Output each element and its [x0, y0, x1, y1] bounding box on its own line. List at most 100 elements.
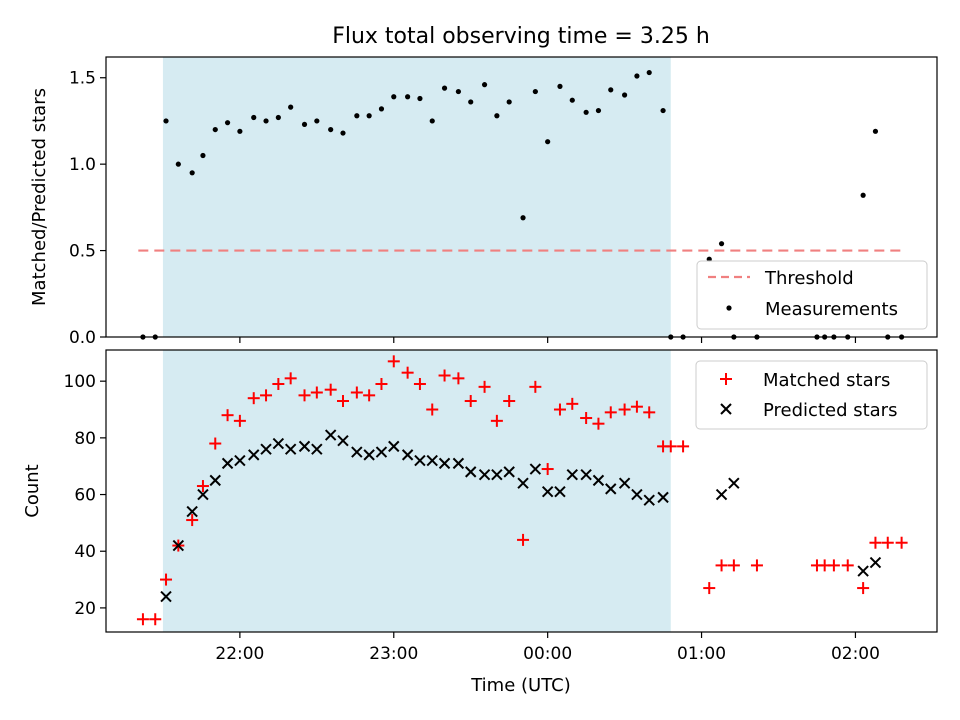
y-tick-label: 60 — [74, 486, 96, 506]
matched-star-point — [387, 355, 400, 368]
matched-star-point — [827, 559, 840, 572]
matched-star-point — [517, 533, 530, 546]
matched-star-point — [438, 369, 451, 382]
measurement-point — [520, 215, 526, 221]
measurement-point — [583, 109, 589, 115]
measurement-point — [872, 128, 879, 134]
predicted-star-point — [260, 443, 272, 455]
measurement-point — [622, 92, 628, 98]
top-panel-shaded-span — [162, 57, 671, 337]
measurements-legend-swatch — [726, 305, 732, 311]
x-axis-label: Time (UTC) — [470, 675, 571, 696]
measurements-legend-label: Measurements — [765, 299, 898, 320]
predicted-star-point — [529, 463, 542, 475]
top-legend-box — [696, 260, 928, 330]
matched-star-point — [503, 395, 516, 408]
predicted-star-point — [351, 446, 363, 458]
predicted-star-point — [426, 454, 438, 467]
matched-star-point — [284, 372, 297, 385]
measurement-point — [301, 121, 308, 128]
predicted-star-point — [503, 466, 515, 478]
measurement-point — [417, 95, 423, 102]
predicted-star-point — [643, 494, 655, 506]
measurement-point — [378, 106, 385, 112]
matched-star-point — [401, 366, 414, 379]
bottom-panel-y-axis-label: Count — [22, 464, 43, 517]
matched-star-point — [869, 536, 882, 549]
predicted-star-point — [715, 488, 728, 501]
matched-star-point — [881, 536, 894, 549]
measurement-point — [660, 107, 666, 114]
predicted-star-point — [465, 466, 477, 478]
predicted-star-point — [160, 590, 172, 603]
matched-star-point — [703, 582, 716, 595]
matched-star-point — [233, 414, 246, 427]
measurement-point — [314, 118, 320, 124]
measurement-point — [237, 128, 243, 134]
measurement-point — [634, 73, 640, 79]
observing-span — [162, 350, 671, 632]
measurement-point — [175, 161, 181, 167]
predicted-star-point — [728, 477, 740, 489]
predicted-star-point — [388, 440, 400, 453]
predicted-star-point — [592, 474, 605, 487]
predicted-star-point — [566, 468, 578, 481]
predicted-star-point — [869, 556, 882, 569]
measurement-point — [506, 99, 512, 105]
measurement-point — [481, 82, 488, 88]
matched-star-point — [664, 440, 677, 453]
measurement-point — [468, 99, 474, 105]
predicted-star-point — [857, 565, 869, 577]
measurement-point — [429, 118, 435, 124]
matched-star-point — [604, 406, 617, 419]
predicted-star-point — [491, 468, 503, 481]
matched-star-point — [298, 389, 311, 402]
predicted-star-point — [248, 449, 260, 461]
y-tick-label: 80 — [74, 429, 96, 449]
y-tick-label: 40 — [74, 542, 96, 562]
matched-star-point — [186, 514, 199, 527]
predicted-star-point — [618, 477, 631, 489]
matched-star-point — [221, 409, 234, 422]
matched-star-point — [310, 386, 323, 399]
observing-span — [162, 57, 671, 337]
measurement-point — [595, 107, 602, 114]
measurement-point — [557, 83, 563, 89]
measurement-point — [328, 126, 334, 133]
matched-star-point — [336, 395, 349, 408]
top-panel-y-ticks: 0.0 0.5 1.0 1.5 — [69, 69, 106, 348]
predicted-star-point — [284, 443, 297, 455]
measurement-point — [224, 120, 231, 126]
predicted-stars-legend-swatch — [720, 403, 732, 415]
matched-star-point — [841, 559, 854, 572]
measurement-point — [569, 97, 575, 103]
bottom-legend-box — [695, 360, 928, 430]
predicted-star-point — [580, 468, 592, 481]
predicted-star-point — [272, 437, 285, 450]
measurement-point — [163, 118, 169, 124]
predicted-stars-legend-label: Predicted stars — [763, 400, 897, 421]
series-matched-stars — [136, 355, 908, 626]
matched-star-point — [618, 403, 631, 416]
measurement-point — [441, 85, 448, 91]
matched-star-point — [895, 536, 908, 549]
measurement-point — [391, 94, 397, 100]
bottom-panel-y-ticks: 20 40 60 80 100 — [64, 372, 106, 619]
series-predicted-stars — [160, 429, 882, 603]
predicted-star-point — [452, 457, 465, 470]
matched-star-point — [452, 372, 465, 385]
predicted-star-point — [375, 446, 388, 458]
measurement-point — [860, 192, 866, 198]
x-tick-label: 23:00 — [369, 644, 418, 664]
matched-star-point — [566, 397, 579, 410]
predicted-star-point — [298, 440, 311, 453]
matched-star-point — [464, 395, 477, 408]
top-panel-frame — [105, 56, 938, 338]
measurement-point — [532, 88, 538, 95]
matched-star-point — [727, 559, 740, 572]
predicted-star-point — [363, 449, 375, 461]
matched-star-point — [375, 378, 388, 391]
predicted-star-point — [517, 477, 529, 489]
matched-star-point — [677, 440, 690, 453]
measurement-point — [275, 114, 281, 121]
